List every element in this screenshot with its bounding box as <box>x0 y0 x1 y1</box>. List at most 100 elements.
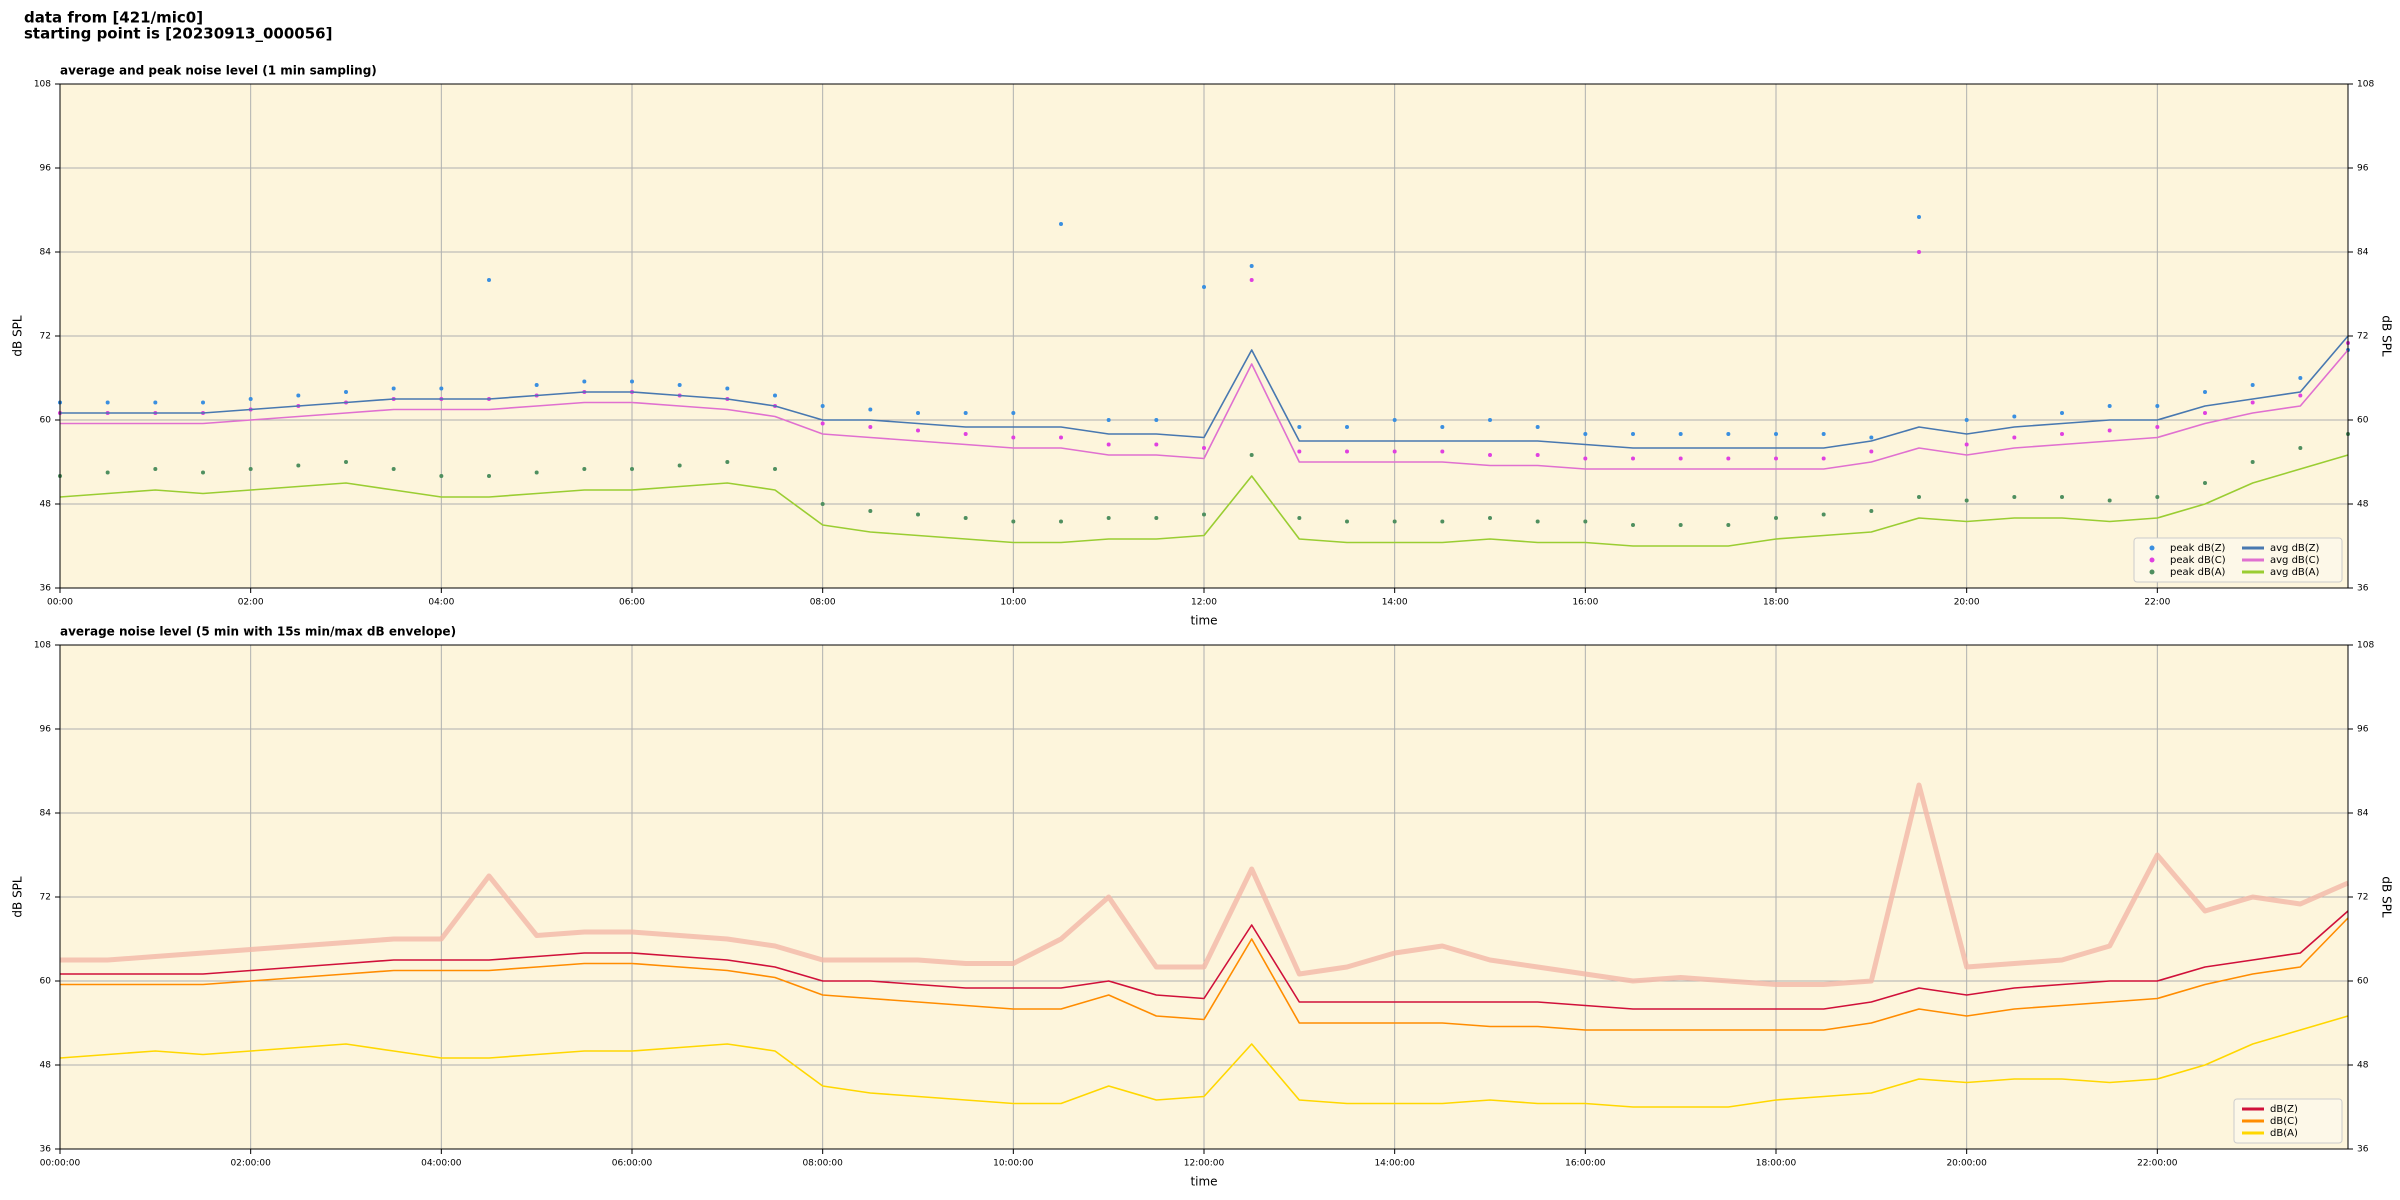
y-axis-label: dB SPL <box>11 315 25 357</box>
y-tick-label: 96 <box>40 164 52 174</box>
peak-point <box>153 467 158 471</box>
legend-marker <box>2149 545 2155 551</box>
peak-point <box>582 467 587 471</box>
peak-point <box>1917 495 1921 499</box>
x-tick-label: 00:00 <box>47 598 73 608</box>
x-tick-label: 20:00 <box>1954 598 1980 608</box>
peak-point <box>1345 425 1349 429</box>
peak-point <box>1678 432 1683 436</box>
peak-point <box>2250 383 2255 387</box>
peak-point <box>725 386 730 391</box>
legend-label: avg dB(Z) <box>2270 543 2320 554</box>
peak-point <box>1821 432 1826 436</box>
legend-box <box>2133 537 2343 583</box>
peak-point <box>1678 456 1683 461</box>
peak-point <box>2107 498 2112 503</box>
peak-point <box>1059 435 1063 440</box>
legend-label: dB(A) <box>2270 1128 2298 1139</box>
x-tick-label: 04:00 <box>428 598 454 608</box>
peak-point <box>105 470 110 475</box>
x-tick-label: 02:00:00 <box>230 1159 271 1169</box>
peak-point <box>1726 432 1731 436</box>
peak-point <box>963 516 968 520</box>
envelope <box>60 782 2350 987</box>
y-tick-label: 48 <box>40 500 52 510</box>
peak-point <box>2298 376 2303 380</box>
x-tick-label: 08:00 <box>810 598 836 608</box>
peak-point <box>2155 404 2160 408</box>
x-tick-label: 00:00:00 <box>40 1159 81 1169</box>
peak-point <box>916 411 920 415</box>
peak-point <box>1011 519 1016 524</box>
y-tick-label: 72 <box>40 893 51 903</box>
peak-point <box>2203 481 2207 485</box>
peak-point <box>1297 449 1302 454</box>
peak-point <box>2107 404 2112 408</box>
peak-point <box>248 467 253 471</box>
peak-point <box>1488 516 1492 520</box>
y-tick-label: 36 <box>2357 584 2369 594</box>
peak-point <box>2250 400 2255 405</box>
peak-point <box>2012 414 2017 419</box>
peak-point <box>1535 425 1540 429</box>
plot-frame <box>59 83 2349 589</box>
peak-point <box>1583 432 1588 436</box>
peak-point <box>201 470 205 475</box>
legend-label: avg dB(A) <box>2270 567 2320 578</box>
legend-label: peak dB(C) <box>2170 555 2226 566</box>
peak-point <box>1345 449 1349 454</box>
peak-point <box>1583 456 1588 461</box>
y-tick-label: 72 <box>40 332 51 342</box>
peak-point <box>2203 390 2207 394</box>
x-tick-label: 12:00 <box>1191 598 1217 608</box>
peak-point <box>868 425 873 429</box>
peak-point <box>1869 509 1874 513</box>
peak-point <box>248 397 253 401</box>
peak-point <box>1631 456 1635 461</box>
y-tick-label: 108 <box>34 80 51 90</box>
peak-point <box>153 400 158 405</box>
y-tick-label: 84 <box>2357 809 2369 819</box>
peak-point <box>1440 425 1445 429</box>
peak-point <box>1869 435 1874 440</box>
y-axis-label: dB SPL <box>2380 876 2394 918</box>
y-axis-label: dB SPL <box>2380 315 2394 357</box>
y-tick-label: 84 <box>2357 248 2369 258</box>
peak-point <box>534 470 539 475</box>
peak-point <box>1821 456 1826 461</box>
peak-point <box>1297 425 1302 429</box>
legend-label: dB(Z) <box>2270 1104 2298 1115</box>
peak-point <box>1774 516 1778 520</box>
legend-label: peak dB(Z) <box>2170 543 2226 554</box>
peak-point <box>1440 519 1445 524</box>
peak-point <box>2298 393 2303 398</box>
x-tick-label: 14:00 <box>1382 598 1408 608</box>
peak-point <box>2155 495 2160 499</box>
peak-point <box>1392 418 1397 422</box>
peak-point <box>1488 418 1492 422</box>
legend-marker <box>2149 569 2155 575</box>
x-tick-label: 06:00 <box>619 598 645 608</box>
y-tick-label: 108 <box>34 641 51 651</box>
series-line <box>59 454 2349 547</box>
peak-point <box>391 467 396 471</box>
x-tick-label: 08:00:00 <box>802 1159 843 1169</box>
peak-point <box>1297 516 1302 520</box>
x-tick-label: 04:00:00 <box>421 1159 462 1169</box>
peak-point <box>344 460 348 464</box>
peak-point <box>630 379 634 384</box>
legend-marker <box>2149 557 2155 563</box>
peak-point <box>1964 418 1969 422</box>
peak-point <box>1345 519 1349 524</box>
y-tick-label: 84 <box>40 248 52 258</box>
peak-point <box>963 411 968 415</box>
peak-point <box>1202 512 1206 517</box>
peak-point <box>677 383 682 387</box>
peak-point <box>1535 519 1540 524</box>
peak-point <box>1821 512 1826 517</box>
peak-point <box>534 383 539 387</box>
peak-point <box>2107 428 2112 433</box>
x-tick-label: 22:00 <box>2144 598 2170 608</box>
y-tick-label: 60 <box>40 977 52 987</box>
peak-point <box>439 474 444 478</box>
